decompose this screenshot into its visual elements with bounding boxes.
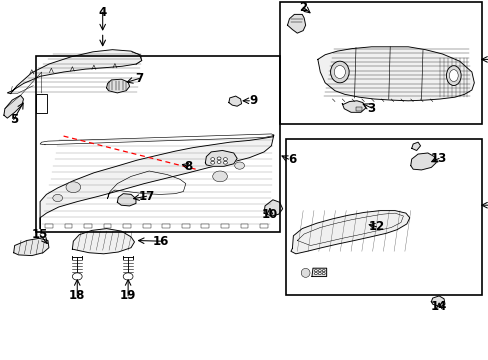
Text: 2: 2 bbox=[299, 1, 306, 14]
Circle shape bbox=[66, 182, 81, 193]
Text: 14: 14 bbox=[430, 300, 447, 313]
Bar bbox=[84, 224, 92, 228]
Circle shape bbox=[322, 270, 325, 272]
Text: 13: 13 bbox=[430, 152, 447, 165]
Text: 11: 11 bbox=[487, 199, 488, 212]
Bar bbox=[221, 224, 228, 228]
Text: 8: 8 bbox=[184, 160, 192, 173]
Bar bbox=[36, 94, 47, 113]
Polygon shape bbox=[40, 135, 273, 229]
Circle shape bbox=[314, 273, 317, 275]
Circle shape bbox=[234, 162, 244, 169]
Polygon shape bbox=[14, 238, 49, 256]
Text: 9: 9 bbox=[249, 94, 257, 107]
Text: 18: 18 bbox=[69, 289, 85, 302]
Circle shape bbox=[53, 194, 62, 202]
Text: 1: 1 bbox=[487, 53, 488, 66]
Circle shape bbox=[210, 161, 214, 164]
Polygon shape bbox=[411, 142, 420, 150]
Polygon shape bbox=[4, 95, 23, 118]
Circle shape bbox=[217, 157, 221, 160]
Text: 12: 12 bbox=[367, 220, 384, 233]
Polygon shape bbox=[290, 211, 409, 254]
Bar bbox=[142, 224, 150, 228]
Polygon shape bbox=[106, 79, 129, 93]
Ellipse shape bbox=[301, 269, 309, 277]
Bar bbox=[103, 224, 111, 228]
Bar bbox=[355, 107, 361, 111]
Circle shape bbox=[314, 270, 317, 272]
Polygon shape bbox=[264, 200, 282, 216]
Text: 15: 15 bbox=[32, 228, 48, 241]
Bar bbox=[123, 224, 131, 228]
Ellipse shape bbox=[446, 66, 460, 85]
Circle shape bbox=[322, 273, 325, 275]
Bar bbox=[201, 224, 209, 228]
Circle shape bbox=[318, 273, 321, 275]
Bar bbox=[36, 56, 280, 232]
Polygon shape bbox=[117, 194, 136, 206]
Text: 4: 4 bbox=[99, 6, 106, 19]
Circle shape bbox=[212, 171, 227, 182]
Polygon shape bbox=[228, 96, 241, 106]
Text: 7: 7 bbox=[135, 72, 143, 85]
Circle shape bbox=[123, 273, 133, 280]
Text: 5: 5 bbox=[10, 113, 18, 126]
Text: 6: 6 bbox=[288, 153, 296, 166]
Circle shape bbox=[223, 161, 227, 164]
Polygon shape bbox=[410, 153, 435, 170]
Circle shape bbox=[210, 158, 214, 161]
Bar bbox=[240, 224, 248, 228]
Polygon shape bbox=[205, 150, 237, 166]
Polygon shape bbox=[430, 296, 444, 307]
Bar bbox=[260, 224, 267, 228]
Text: 3: 3 bbox=[367, 102, 375, 114]
Text: 16: 16 bbox=[153, 235, 169, 248]
Polygon shape bbox=[72, 229, 134, 254]
Circle shape bbox=[72, 273, 82, 280]
Ellipse shape bbox=[330, 61, 348, 83]
Text: 19: 19 bbox=[120, 289, 136, 302]
Polygon shape bbox=[287, 14, 305, 33]
Ellipse shape bbox=[448, 69, 457, 81]
Polygon shape bbox=[7, 50, 142, 94]
Bar bbox=[182, 224, 189, 228]
Polygon shape bbox=[311, 268, 326, 276]
Polygon shape bbox=[342, 101, 365, 112]
Circle shape bbox=[223, 158, 227, 161]
Bar bbox=[162, 224, 170, 228]
Bar bbox=[64, 224, 72, 228]
Ellipse shape bbox=[334, 66, 345, 78]
Text: 10: 10 bbox=[261, 208, 278, 221]
Text: 17: 17 bbox=[138, 190, 155, 203]
Circle shape bbox=[318, 270, 321, 272]
Bar bbox=[45, 224, 53, 228]
Circle shape bbox=[217, 161, 221, 163]
Polygon shape bbox=[317, 47, 473, 101]
Bar bbox=[285, 139, 481, 295]
Bar bbox=[280, 2, 481, 124]
